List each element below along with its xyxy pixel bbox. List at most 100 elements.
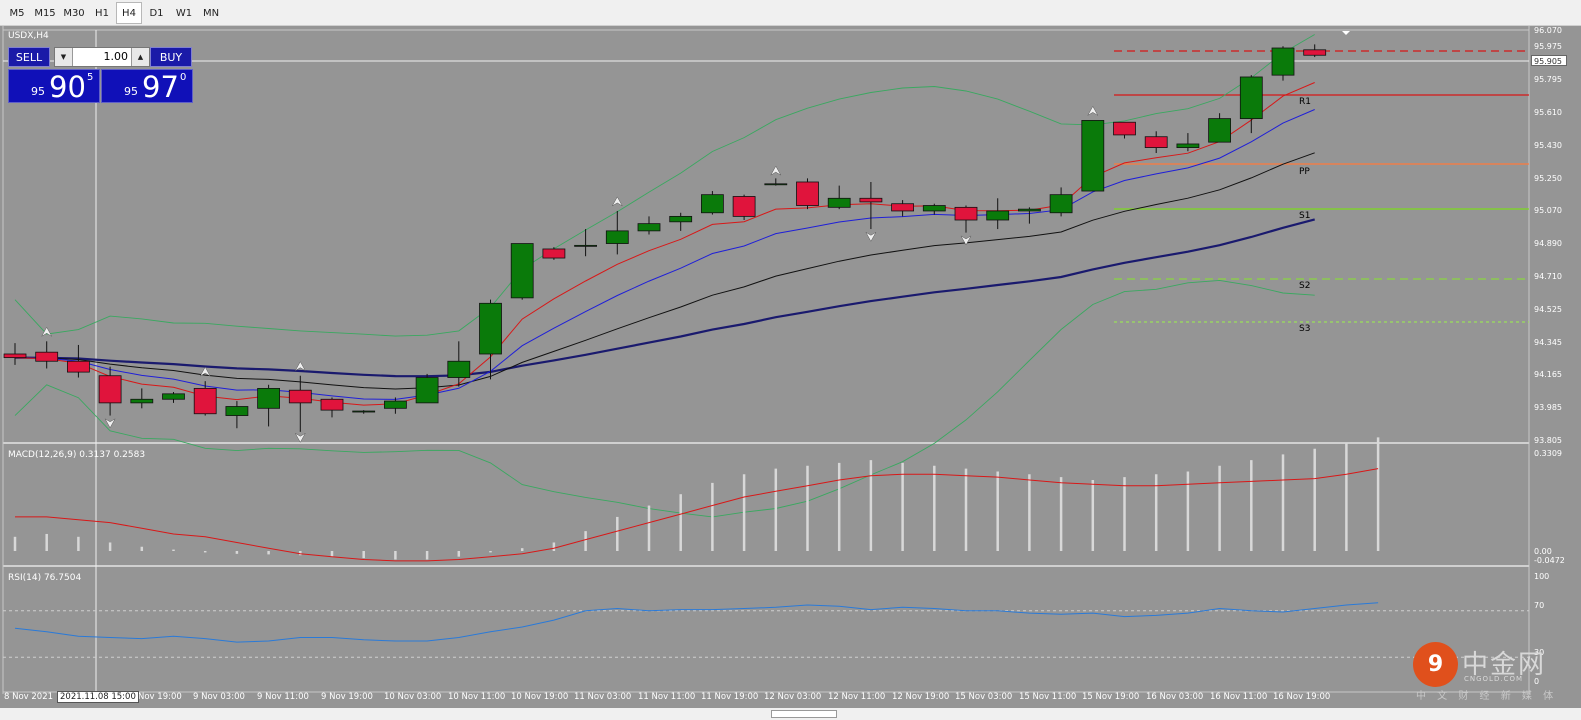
fractal-arrow-icon xyxy=(199,366,211,377)
bull-candle xyxy=(1049,194,1073,214)
price-axis-label: 96.070 xyxy=(1534,26,1562,35)
bull-candle xyxy=(510,243,534,299)
sell-price-main: 90 xyxy=(49,70,86,104)
time-axis-label: 16 Nov 03:00 xyxy=(1146,692,1204,702)
bull-candle xyxy=(415,377,439,404)
macd-label: MACD(12,26,9) 0.3137 0.2583 xyxy=(8,450,146,460)
symbol-label: USDX,H4 xyxy=(8,31,49,41)
bear-candle xyxy=(954,206,978,221)
bull-candle xyxy=(383,400,407,409)
bear-candle xyxy=(320,398,344,411)
pivot-s3-label: S3 xyxy=(1299,324,1311,334)
bull-candle xyxy=(701,194,724,214)
time-axis-label: 16 Nov 19:00 xyxy=(1273,692,1331,702)
bear-candle xyxy=(288,389,312,404)
lot-size-field[interactable]: ▼ 1.00 ▲ xyxy=(54,47,150,67)
time-axis-label: 10 Nov 19:00 xyxy=(511,692,569,702)
bull-candle xyxy=(225,406,249,416)
bull-candle xyxy=(1271,47,1295,76)
sell-price-box[interactable]: 95 90 5 xyxy=(8,69,100,104)
buy-button[interactable]: BUY xyxy=(150,47,192,67)
lot-increase-icon[interactable]: ▲ xyxy=(131,48,149,66)
chart-canvas xyxy=(2,26,1530,694)
fractal-arrow-icon xyxy=(770,165,782,176)
bear-candle xyxy=(859,197,883,203)
pivot-s2-label: S2 xyxy=(1299,281,1311,291)
time-axis-label: 16 Nov 11:00 xyxy=(1210,692,1268,702)
price-axis-label: 94.525 xyxy=(1534,305,1562,314)
fractal-arrow-icon xyxy=(1087,105,1099,117)
bear-candle xyxy=(1303,49,1327,56)
price-axis-label: 94.165 xyxy=(1534,370,1562,379)
timeframe-mn[interactable]: MN xyxy=(202,8,220,19)
bull-candle xyxy=(764,183,788,186)
fractal-arrow-icon xyxy=(294,361,306,372)
price-axis-label: 95.070 xyxy=(1534,206,1562,215)
horizontal-scrollbar[interactable] xyxy=(0,708,1581,720)
bear-candle xyxy=(193,387,217,415)
bull-candle xyxy=(605,230,629,244)
timeframe-m5[interactable]: M5 xyxy=(9,8,25,19)
fractal-arrow-icon xyxy=(41,326,53,337)
bull-candle xyxy=(922,205,946,212)
pivot-pp-label: PP xyxy=(1299,167,1310,177)
watermark-text: 中金网 xyxy=(1462,650,1547,680)
timeframe-m30[interactable]: M30 xyxy=(63,8,85,19)
timeframe-w1[interactable]: W1 xyxy=(175,8,193,19)
time-axis-label: 11 Nov 11:00 xyxy=(638,692,696,702)
bull-candle xyxy=(1081,120,1105,192)
bear-candle xyxy=(1113,121,1136,136)
rsi-label: RSI(14) 76.7504 xyxy=(8,573,82,583)
timeframe-h4[interactable]: H4 xyxy=(116,2,142,24)
fractal-arrow-icon xyxy=(960,235,972,246)
bear-candle xyxy=(35,351,59,362)
ma-long-line xyxy=(14,218,1315,378)
price-axis-label: 95.795 xyxy=(1534,75,1562,84)
price-axis-label: 95.250 xyxy=(1534,174,1562,183)
time-axis-label: 12 Nov 19:00 xyxy=(892,692,950,702)
time-axis-label: 9 Nov 03:00 xyxy=(193,692,245,702)
chart-area[interactable] xyxy=(0,26,1581,720)
time-axis-label: 10 Nov 03:00 xyxy=(384,692,442,702)
lot-size-value[interactable]: 1.00 xyxy=(103,50,129,63)
fractal-arrow-icon xyxy=(611,196,623,207)
lot-decrease-icon[interactable]: ▼ xyxy=(55,48,73,66)
bull-candle xyxy=(479,302,502,355)
fractal-arrow-icon xyxy=(104,418,116,429)
time-axis-label: 15 Nov 11:00 xyxy=(1019,692,1077,702)
time-axis-label: Nov 19:00 xyxy=(138,692,182,702)
bull-candle xyxy=(162,393,185,400)
sell-button[interactable]: SELL xyxy=(8,47,50,67)
price-axis-label: 95.430 xyxy=(1534,141,1562,150)
rsi-line xyxy=(14,602,1379,643)
buy-price-prefix: 95 xyxy=(124,85,138,98)
crosshair-time-tag: 2021.11.08 15:00 xyxy=(57,691,139,703)
price-axis-label: 94.890 xyxy=(1534,239,1562,248)
watermark-url: CNGOLD.COM xyxy=(1464,675,1524,683)
buy-price-box[interactable]: 95 97 0 xyxy=(101,69,193,104)
macd-signal-line xyxy=(15,468,1379,562)
watermark: 9 中金网 CNGOLD.COM 中 文 财 经 新 媒 体 xyxy=(1408,642,1558,702)
bull-candle xyxy=(1018,208,1041,212)
timeframe-d1[interactable]: D1 xyxy=(149,8,164,19)
bull-candle xyxy=(574,244,597,247)
rsi-axis-100: 100 xyxy=(1534,572,1550,581)
chart-shift-icon xyxy=(1342,31,1350,35)
current-price-tag: 95.905 xyxy=(1531,55,1567,66)
bull-candle xyxy=(669,215,693,223)
watermark-logo-icon: 9 xyxy=(1413,642,1458,687)
scrollbar-thumb[interactable] xyxy=(771,710,837,718)
bear-candle xyxy=(732,196,756,217)
price-axis-label: 95.610 xyxy=(1534,108,1562,117)
timeframe-h1[interactable]: H1 xyxy=(95,8,109,19)
bull-candle xyxy=(1176,143,1200,148)
bull-candle xyxy=(352,410,376,413)
rsi-axis-0: 0 xyxy=(1534,677,1540,686)
time-axis-label: 15 Nov 19:00 xyxy=(1082,692,1140,702)
bull-candle xyxy=(1208,118,1231,143)
timeframe-m15[interactable]: M15 xyxy=(34,8,56,19)
ma-mid-line xyxy=(14,109,1315,400)
sell-price-sup: 5 xyxy=(87,72,94,83)
rsi-axis-30: 30 xyxy=(1534,648,1545,657)
macd-axis-zero: 0.00 xyxy=(1534,547,1552,556)
